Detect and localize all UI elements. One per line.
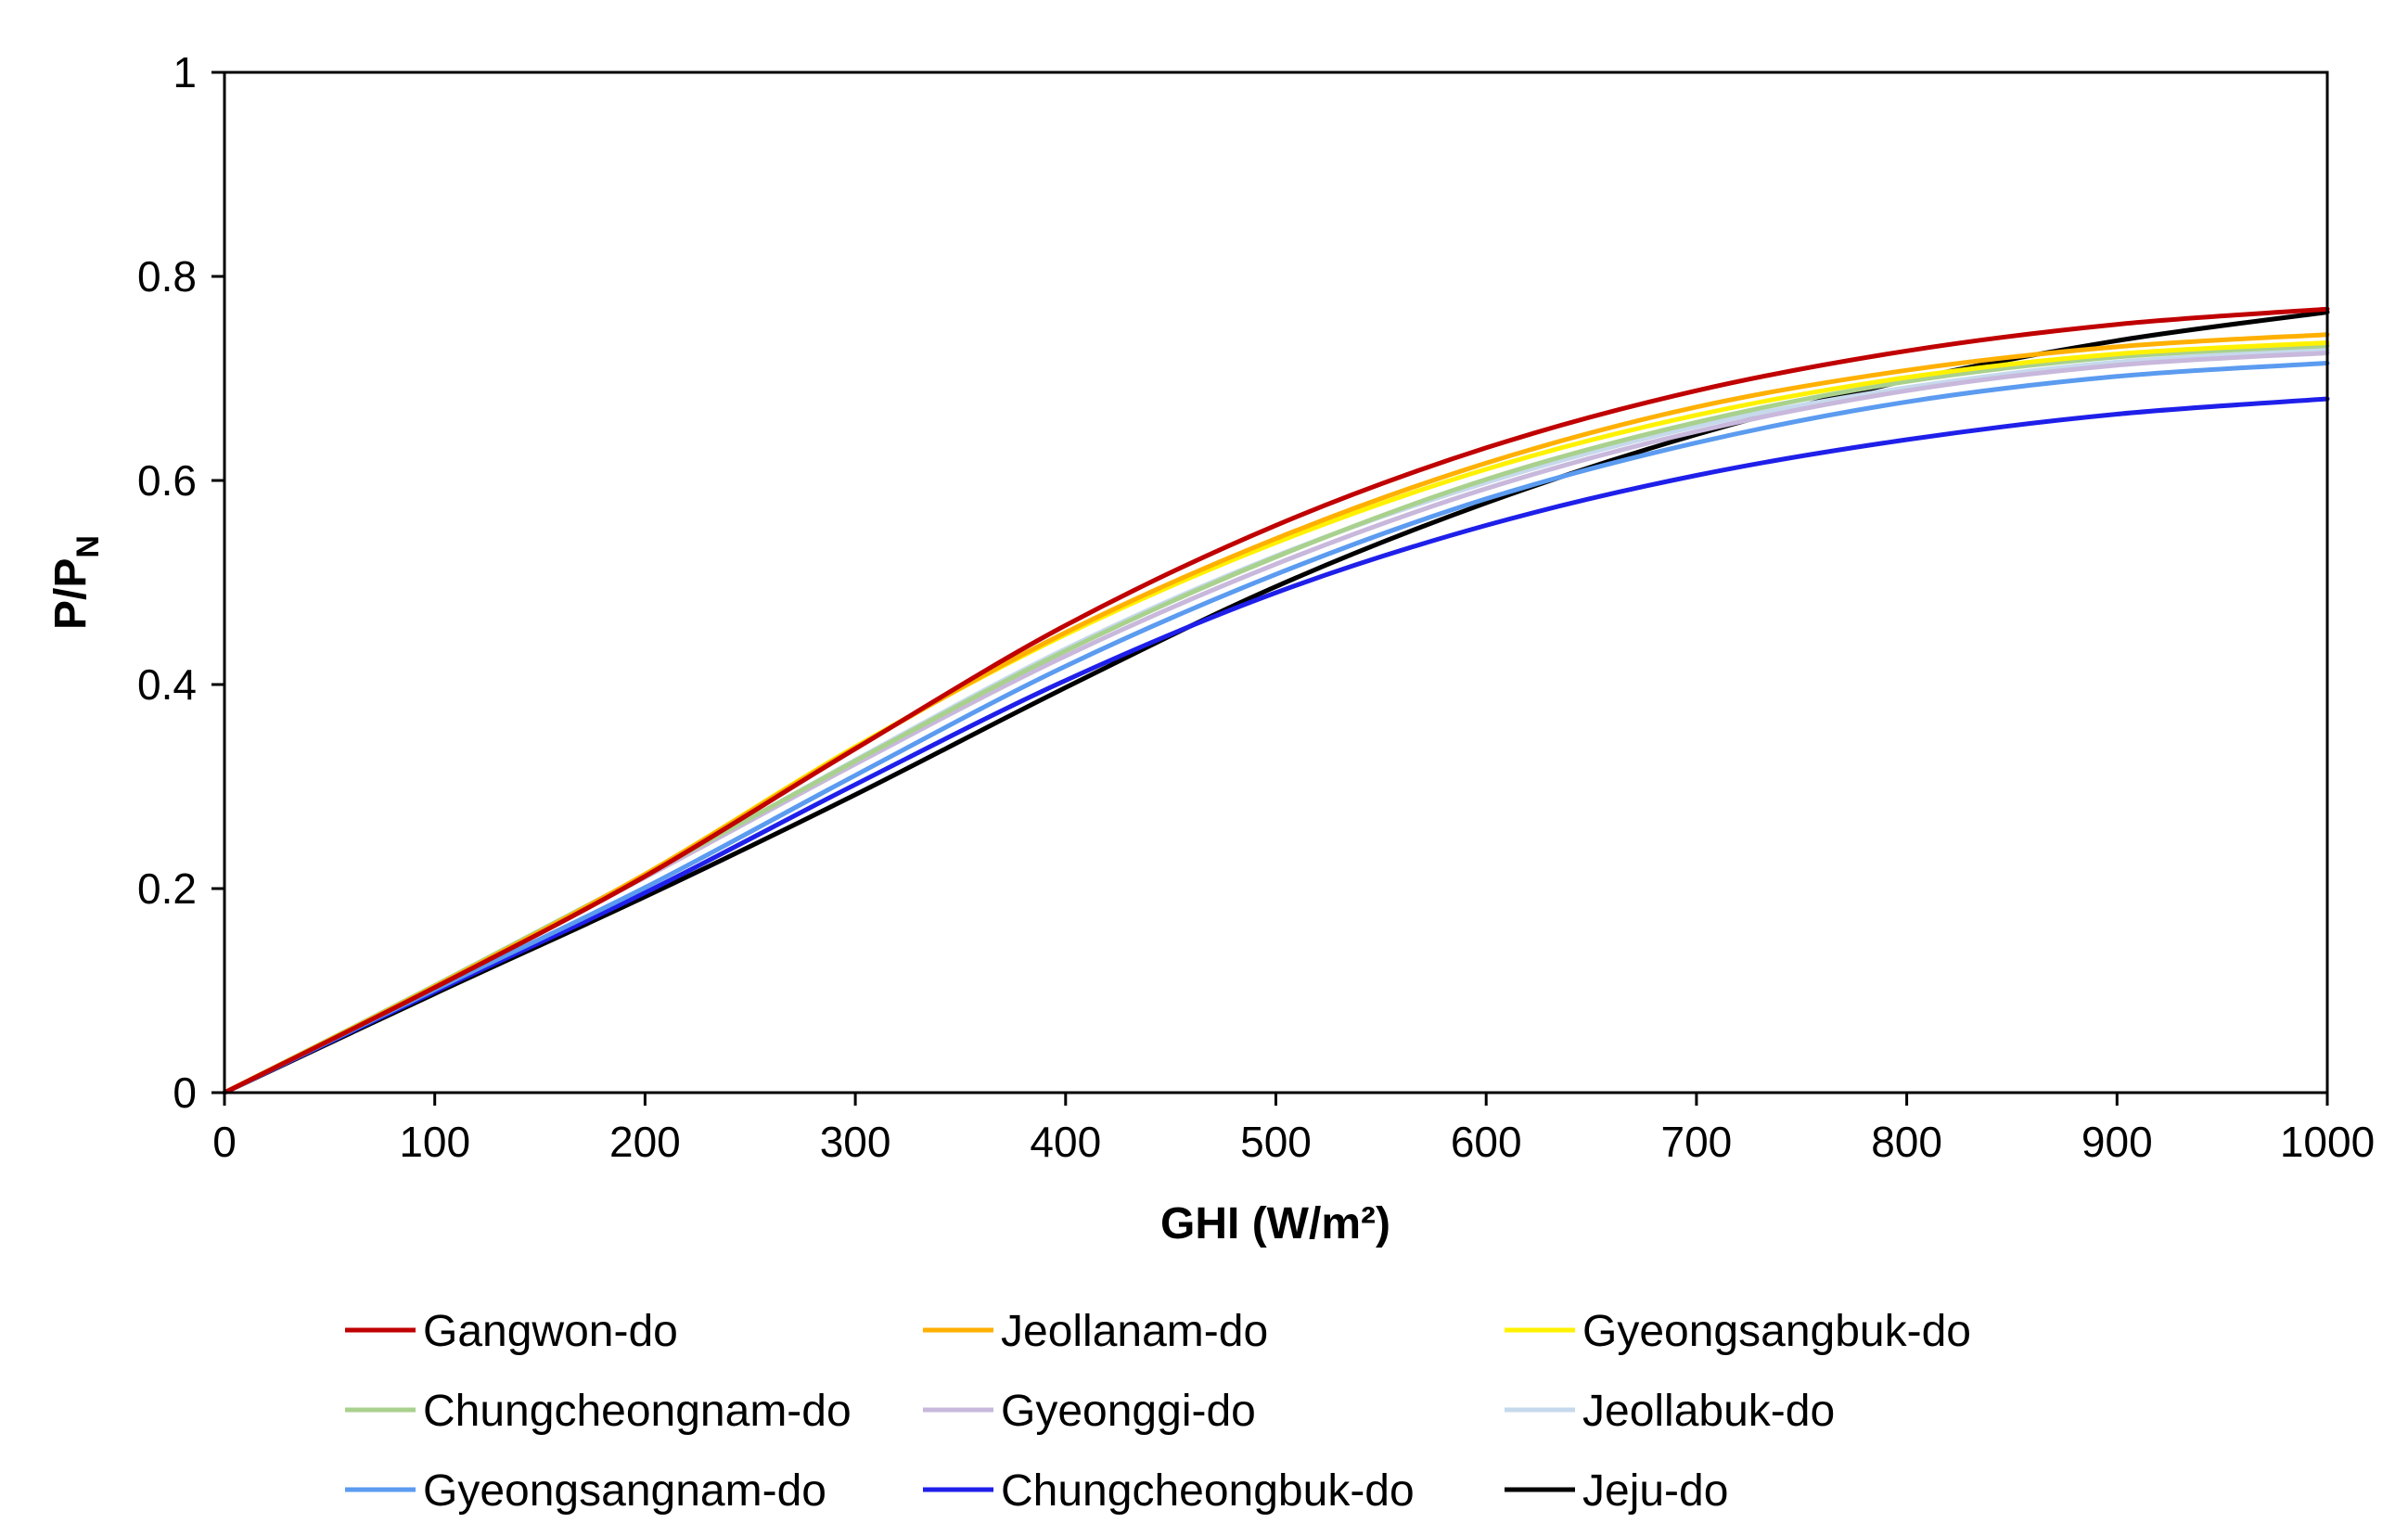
x-tick-label: 900: [2081, 1118, 2153, 1166]
legend-item-jeju-do: Jeju-do: [1505, 1466, 1728, 1516]
legend-label: Gyeonggi-do: [1001, 1387, 1256, 1436]
y-tick-label: 1: [173, 48, 197, 96]
legend-label: Gangwon-do: [423, 1307, 678, 1356]
x-axis-title: GHI (W/m²): [1160, 1199, 1390, 1248]
legend-label: Gyeongsangbuk-do: [1582, 1307, 1971, 1356]
x-tick-label: 200: [609, 1118, 681, 1166]
y-axis-ticks: 0 0.2 0.4 0.6 0.8 1: [137, 48, 224, 1117]
legend-item-chungcheongbuk-do: Chungcheongbuk-do: [923, 1466, 1415, 1516]
x-axis-ticks: 0 100 200 300 400 500 600 700 800 900 1000: [212, 1093, 2375, 1166]
series-line-gangwon-do: [222, 306, 2330, 1095]
legend-item-jeollabuk-do: Jeollabuk-do: [1505, 1387, 1835, 1436]
legend-item-gangwon-do: Gangwon-do: [345, 1307, 678, 1356]
legend-item-gyeonggi-do: Gyeonggi-do: [923, 1387, 1256, 1436]
x-tick-label: 500: [1240, 1118, 1312, 1166]
y-axis-title-main: P/P: [46, 558, 96, 630]
x-tick-label: 600: [1451, 1118, 1522, 1166]
x-tick-label: 1000: [2280, 1118, 2375, 1166]
x-tick-label: 100: [399, 1118, 470, 1166]
y-tick-label: 0: [173, 1069, 197, 1117]
x-tick-label: 400: [1030, 1118, 1101, 1166]
y-tick-label: 0.4: [137, 660, 197, 709]
legend-item-gyeongsangnam-do: Gyeongsangnam-do: [345, 1466, 826, 1516]
series-layer: [222, 306, 2330, 1095]
legend-label: Chungcheongnam-do: [423, 1387, 852, 1436]
legend-label: Jeju-do: [1582, 1466, 1728, 1516]
series-line-gyeongsangnam-do: [222, 361, 2330, 1095]
x-tick-label: 0: [212, 1118, 237, 1166]
legend: Gangwon-do Jeollanam-do Gyeongsangbuk-do Ch…: [345, 1307, 1971, 1516]
y-axis-title-subscript: N: [70, 535, 106, 558]
y-axis-title: P/PN: [46, 535, 106, 630]
legend-label: Jeollanam-do: [1001, 1307, 1268, 1356]
x-tick-label: 800: [1871, 1118, 1942, 1166]
legend-item-jeollanam-do: Jeollanam-do: [923, 1307, 1268, 1356]
legend-item-chungcheongnam-do: Chungcheongnam-do: [345, 1387, 852, 1436]
y-tick-label: 0.8: [137, 252, 197, 301]
legend-label: Gyeongsangnam-do: [423, 1466, 826, 1516]
y-tick-label: 0.6: [137, 456, 197, 505]
x-tick-label: 300: [820, 1118, 891, 1166]
legend-label: Chungcheongbuk-do: [1001, 1466, 1415, 1516]
y-tick-label: 0.2: [137, 864, 197, 913]
series-line-chungcheongbuk-do: [222, 396, 2330, 1095]
legend-item-gyeongsangbuk-do: Gyeongsangbuk-do: [1505, 1307, 1971, 1356]
x-tick-label: 700: [1661, 1118, 1733, 1166]
legend-label: Jeollabuk-do: [1582, 1387, 1835, 1436]
